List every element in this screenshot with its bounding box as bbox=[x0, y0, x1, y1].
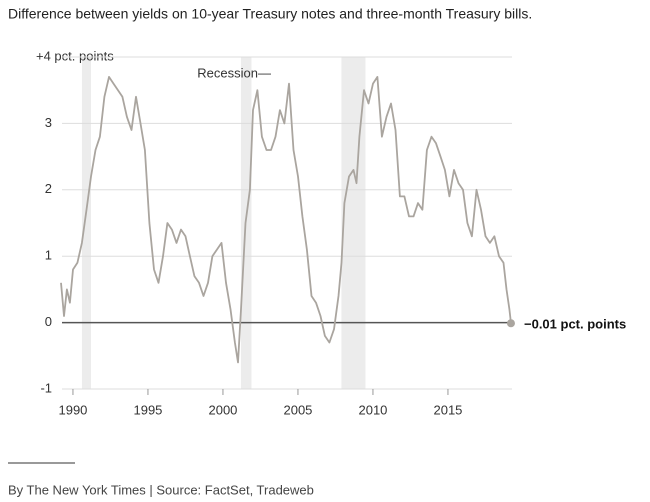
y-tick-label: +4 pct. points bbox=[36, 48, 114, 63]
chart-title: Difference between yields on 10-year Tre… bbox=[8, 6, 532, 22]
y-tick-label: 0 bbox=[45, 314, 52, 329]
x-tick-label: 1990 bbox=[58, 402, 87, 417]
source: By The New York Times | Source: FactSet,… bbox=[8, 482, 314, 497]
recession-annotation: Recession— bbox=[197, 65, 271, 80]
spread-line bbox=[60, 76, 512, 364]
x-tick-label: 2005 bbox=[283, 402, 312, 417]
x-tick-label: 1995 bbox=[133, 402, 162, 417]
y-tick-label: 2 bbox=[45, 181, 52, 196]
recession-band bbox=[81, 57, 91, 389]
y-tick-label: -1 bbox=[40, 380, 52, 395]
y-tick-label: 1 bbox=[45, 248, 52, 263]
y-tick-label: 3 bbox=[45, 115, 52, 130]
end-label: −0.01 pct. points bbox=[524, 317, 626, 332]
x-tick-label: 2000 bbox=[208, 402, 237, 417]
x-tick-label: 2010 bbox=[358, 402, 387, 417]
x-tick-label: 2015 bbox=[433, 402, 462, 417]
end-dot bbox=[506, 319, 515, 328]
